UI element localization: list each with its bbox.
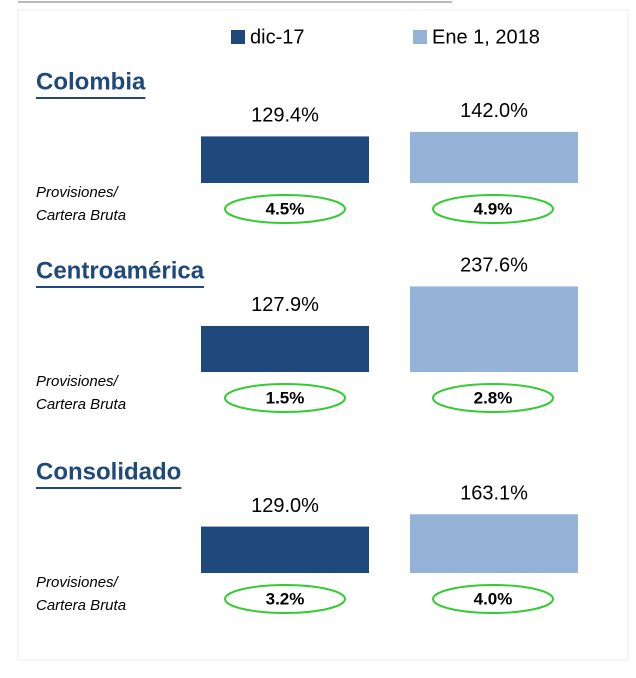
bar (410, 514, 578, 573)
bar (201, 526, 369, 573)
ratio-label: Provisiones/ Cartera Bruta (36, 373, 127, 413)
bar (410, 131, 578, 183)
panel-title: Centroamérica (36, 257, 205, 284)
frame (17, 9, 629, 661)
panel-title: Colombia (36, 68, 146, 95)
value-label: 127.9% (251, 294, 319, 316)
ratio-value: 4.0% (474, 589, 513, 608)
ratio-label: Provisiones/ Cartera Bruta (36, 184, 127, 224)
ratio-ellipse (224, 383, 346, 413)
ratio-ellipse (224, 584, 346, 614)
ratio-ellipse (432, 584, 554, 614)
ratio-value: 2.8% (474, 388, 513, 407)
bar (201, 136, 369, 183)
bar (410, 286, 578, 372)
value-label: 237.6% (460, 255, 528, 277)
legend-label: dic-17 (250, 26, 304, 48)
value-label: 129.4% (251, 105, 319, 127)
legend-swatch (231, 30, 245, 44)
bar (201, 325, 369, 372)
ratio-value: 1.5% (266, 388, 305, 407)
panel-title: Consolidado (36, 458, 181, 485)
ratio-label: Provisiones/ Cartera Bruta (36, 574, 127, 614)
value-label: 142.0% (460, 100, 528, 122)
ratio-value: 3.2% (266, 589, 305, 608)
value-label: 129.0% (251, 495, 319, 517)
ratio-ellipse (432, 194, 554, 224)
value-label: 163.1% (460, 483, 528, 505)
ratio-ellipse (224, 194, 346, 224)
legend-label: Ene 1, 2018 (432, 26, 540, 48)
ratio-value: 4.9% (474, 199, 513, 218)
ratio-value: 4.5% (266, 199, 305, 218)
ratio-ellipse (432, 383, 554, 413)
legend-swatch (413, 30, 427, 44)
